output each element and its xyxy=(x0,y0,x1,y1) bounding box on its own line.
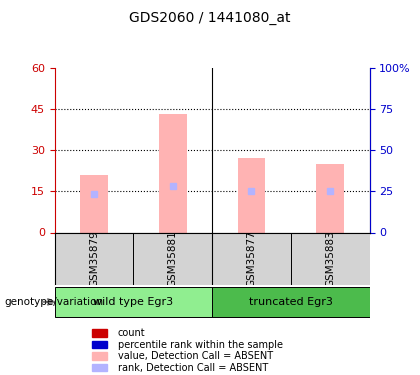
Text: rank, Detection Call = ABSENT: rank, Detection Call = ABSENT xyxy=(118,363,268,373)
Text: GSM35883: GSM35883 xyxy=(325,230,335,287)
Text: wild type Egr3: wild type Egr3 xyxy=(93,297,173,307)
Text: GDS2060 / 1441080_at: GDS2060 / 1441080_at xyxy=(129,11,291,25)
Bar xyxy=(55,286,212,317)
Bar xyxy=(55,232,134,285)
Bar xyxy=(291,232,370,285)
Text: value, Detection Call = ABSENT: value, Detection Call = ABSENT xyxy=(118,351,273,361)
Bar xyxy=(238,158,265,232)
Text: count: count xyxy=(118,328,145,338)
Bar xyxy=(134,232,212,285)
Text: GSM35879: GSM35879 xyxy=(89,230,99,287)
Bar xyxy=(316,164,344,232)
Bar xyxy=(92,341,107,348)
Text: genotype/variation: genotype/variation xyxy=(4,297,103,307)
Bar xyxy=(92,352,107,360)
Bar xyxy=(80,175,108,232)
Text: percentile rank within the sample: percentile rank within the sample xyxy=(118,339,283,350)
Bar xyxy=(92,329,107,337)
Text: truncated Egr3: truncated Egr3 xyxy=(249,297,333,307)
Text: GSM35877: GSM35877 xyxy=(247,230,257,287)
Bar xyxy=(92,364,107,371)
Text: GSM35881: GSM35881 xyxy=(168,230,178,287)
Bar xyxy=(159,114,186,232)
Bar xyxy=(212,232,291,285)
Bar xyxy=(212,286,370,317)
